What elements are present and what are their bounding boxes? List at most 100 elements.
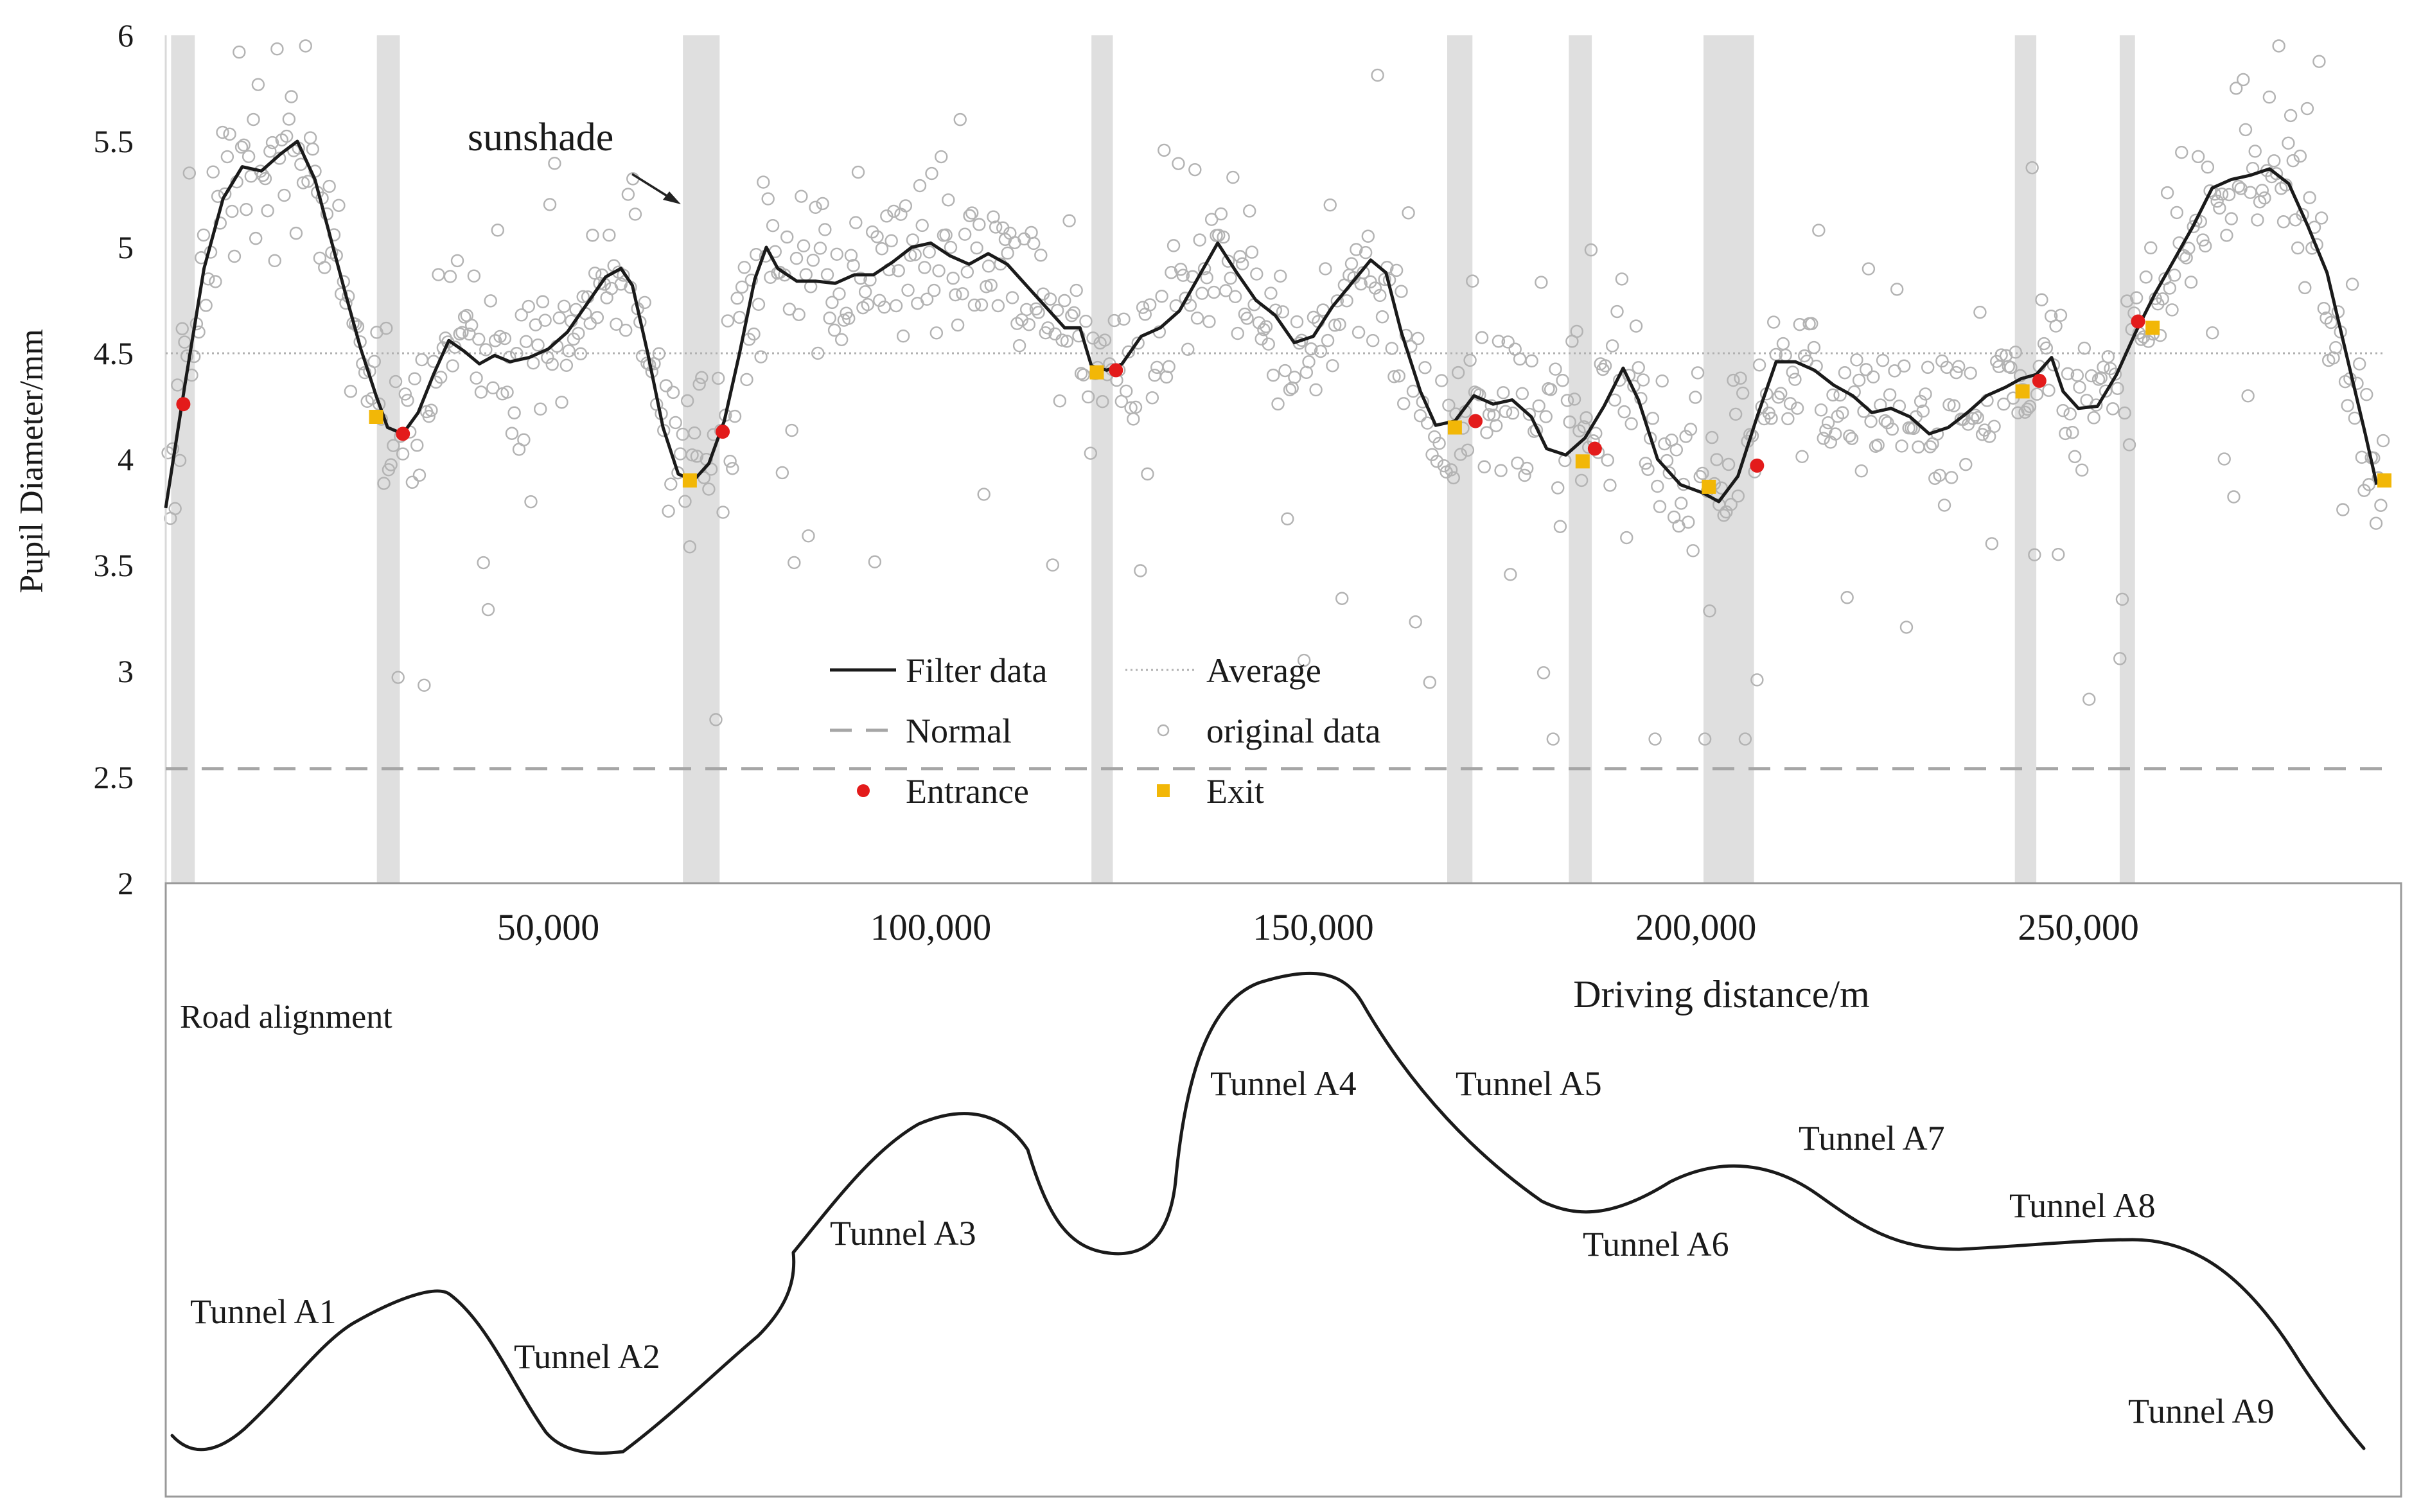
original-data-point (1276, 305, 1290, 319)
original-data-point (2201, 160, 2215, 174)
original-data-point (1636, 373, 1650, 387)
original-data-point (927, 283, 941, 297)
original-data-point (1878, 414, 1892, 428)
original-data-point (1854, 464, 1869, 478)
original-data-point (1117, 312, 1131, 326)
original-data-point (875, 242, 889, 256)
original-data-point (2244, 186, 2257, 199)
original-data-point (1698, 732, 1712, 746)
original-data-point (1323, 198, 1337, 212)
original-data-point (664, 477, 678, 491)
original-data-point (2179, 251, 2193, 265)
original-data-point (2237, 73, 2250, 87)
original-data-point (1350, 243, 1363, 256)
original-data-point (467, 269, 481, 283)
original-data-point (1675, 497, 1688, 510)
original-data-point (603, 228, 616, 242)
original-data-point (1843, 429, 1856, 443)
original-data-point (1731, 489, 1745, 503)
original-data-point (908, 248, 922, 261)
legend-exit-label: Exit (1206, 772, 1264, 811)
original-data-point (1131, 336, 1145, 350)
original-data-point (515, 308, 528, 322)
original-data-point (1413, 409, 1427, 423)
legend-entrance-swatch (857, 784, 870, 797)
original-data-point (965, 206, 979, 220)
original-data-point (889, 299, 903, 313)
original-data-point (942, 193, 955, 207)
original-data-point (935, 150, 948, 164)
original-data-point (574, 347, 588, 360)
original-data-point (415, 353, 428, 367)
original-data-point (1734, 371, 1747, 385)
original-data-point (2229, 82, 2243, 95)
original-data-point (2276, 215, 2291, 229)
original-data-point (1589, 426, 1603, 440)
original-data-point (1335, 592, 1349, 605)
original-data-point (1195, 286, 1209, 300)
original-data-point (1629, 319, 1643, 333)
original-data-point (1259, 320, 1273, 333)
original-data-point (2153, 329, 2167, 342)
original-data-point (1691, 366, 1705, 380)
entrance-marker (396, 426, 410, 441)
original-data-point (372, 397, 386, 411)
original-data-point (1658, 437, 1671, 451)
original-data-point (2042, 383, 2056, 397)
original-data-point (2052, 547, 2065, 561)
original-data-point (1845, 432, 1859, 445)
original-data-point (958, 227, 972, 241)
original-data-point (737, 261, 751, 274)
original-data-point (1226, 170, 1240, 184)
original-data-point (289, 226, 303, 240)
original-data-point (761, 192, 775, 206)
original-data-point (885, 234, 898, 248)
original-data-point (2241, 389, 2255, 403)
original-data-point (982, 259, 996, 273)
original-data-point (2232, 179, 2246, 193)
original-data-point (1648, 732, 1662, 746)
original-data-point (1015, 313, 1028, 327)
original-data-point (2350, 376, 2364, 391)
y-tick-labels: 2 2.5 3 3.5 4 4.5 5 5.5 6 (94, 17, 134, 901)
original-data-point (396, 447, 410, 461)
legend: Filter data Average Normal original data… (830, 651, 1380, 811)
original-data-point (662, 504, 675, 518)
original-data-point (1162, 360, 1175, 374)
original-data-point (2142, 335, 2155, 348)
original-data-point (1795, 450, 1809, 464)
original-data-point (1504, 568, 1517, 581)
original-data-point (2091, 373, 2106, 386)
original-data-point (1245, 245, 1259, 259)
original-data-point (1461, 443, 1475, 457)
original-data-point (301, 175, 315, 188)
original-data-point (1776, 337, 1790, 351)
original-data-point (500, 385, 514, 399)
original-data-point (1724, 498, 1738, 511)
original-data-point (1043, 292, 1057, 306)
entrance-marker (716, 425, 730, 439)
original-data-point (1477, 460, 1491, 473)
original-data-point (1765, 412, 1778, 425)
original-data-point (638, 295, 651, 310)
original-data-point (434, 371, 448, 384)
original-data-point (318, 261, 331, 274)
original-data-point (517, 433, 531, 446)
x-tick-label: 100,000 (870, 906, 992, 948)
original-data-point (1506, 407, 1520, 420)
original-data-point (797, 239, 811, 252)
original-data-point (1136, 301, 1150, 314)
original-data-point (1632, 361, 1645, 374)
original-data-point (1696, 466, 1709, 480)
original-data-point (1684, 423, 1698, 436)
original-data-point (234, 140, 249, 154)
legend-original-label: original data (1206, 712, 1380, 750)
original-data-point (1288, 371, 1301, 384)
original-data-point (1480, 426, 1493, 439)
original-data-point (408, 372, 421, 385)
exit-marker (2377, 473, 2391, 488)
original-data-point (1032, 306, 1045, 319)
original-data-point (1081, 390, 1095, 404)
original-data-point (621, 188, 635, 201)
